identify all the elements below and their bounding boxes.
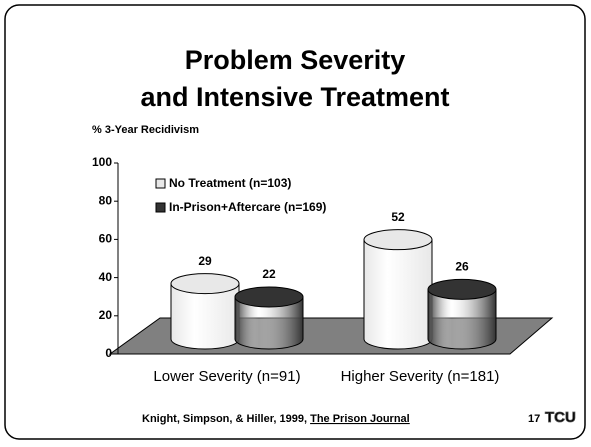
bar-top — [234, 286, 304, 308]
logo: TCU — [545, 409, 576, 426]
title-line: Problem Severity — [185, 45, 406, 75]
y-tick-label: 0 — [105, 346, 112, 360]
data-label: 52 — [391, 210, 405, 224]
footer-citation: Knight, Simpson, & Hiller, 1999, The Pri… — [142, 413, 410, 425]
y-tick-label: 20 — [99, 308, 113, 322]
y-tick-label: 100 — [92, 155, 112, 169]
title-line: and Intensive Treatment — [140, 82, 449, 112]
citation: Knight, Simpson, & Hiller, 1999, — [142, 413, 310, 425]
page-number: 17 — [528, 413, 540, 425]
bar-top — [427, 278, 497, 300]
bar — [363, 239, 433, 350]
data-label: 26 — [455, 260, 469, 274]
bar — [234, 296, 304, 350]
bar-top — [170, 273, 240, 295]
journal: The Prison Journal — [310, 413, 410, 425]
y-tick-label: 60 — [99, 232, 113, 246]
bar — [427, 288, 497, 350]
data-label: 22 — [262, 267, 276, 281]
legend-swatch — [155, 178, 166, 189]
legend-label: In-Prison+Aftercare (n=169) — [169, 200, 326, 214]
x-tick-label: Lower Severity (n=91) — [153, 368, 300, 385]
x-tick-label: Higher Severity (n=181) — [341, 368, 500, 385]
data-label: 29 — [198, 254, 212, 268]
legend-label: No Treatment (n=103) — [169, 176, 291, 190]
legend-swatch — [155, 202, 166, 213]
y-axis-label: % 3-Year Recidivism — [92, 124, 199, 136]
bar-top — [363, 229, 433, 251]
y-tick-label: 40 — [99, 270, 113, 284]
y-tick-label: 80 — [99, 193, 113, 207]
